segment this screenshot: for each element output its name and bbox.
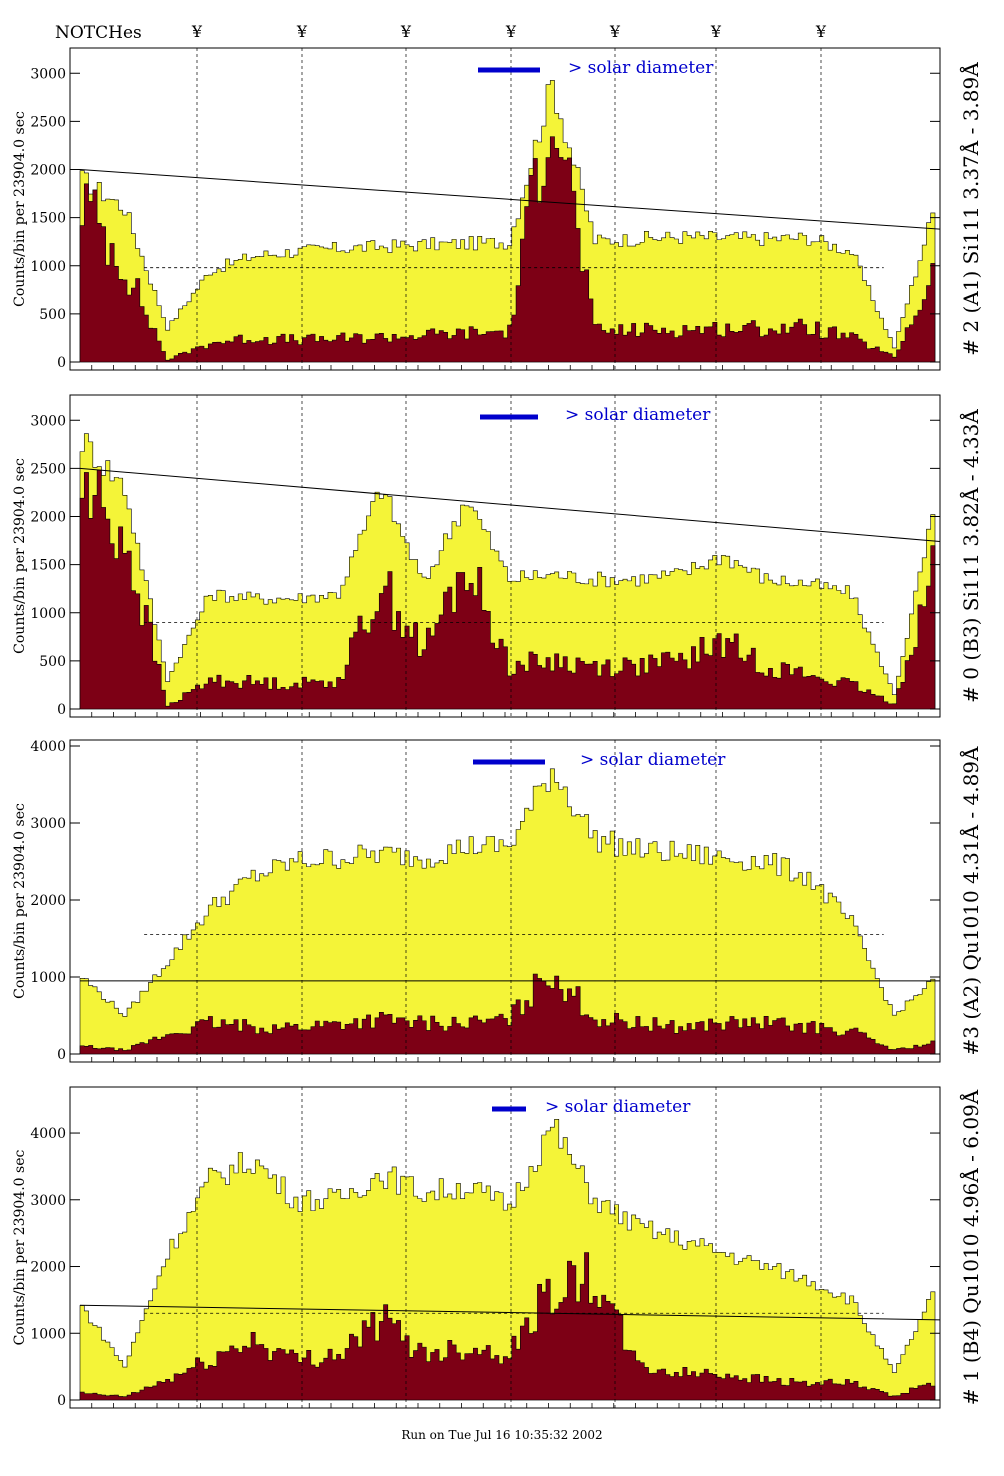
y-tick-label: 0 <box>57 702 66 718</box>
y-tick-label: 4000 <box>30 1126 66 1142</box>
y-tick-label: 1500 <box>30 211 66 227</box>
y-tick-label: 1500 <box>30 558 66 574</box>
panel-right-label: # 0 (B3) Si111 3.82Å - 4.33Å <box>958 409 983 703</box>
y-tick-label: 2500 <box>30 114 66 130</box>
run-footer: Run on Tue Jul 16 10:35:32 2002 <box>401 1428 603 1442</box>
panel-right-label: # 1 (B4) Qu1010 4.96Å - 6.09Å <box>958 1089 983 1405</box>
panel-right-label: #3 (A2) Qu1010 4.31Å - 4.89Å <box>958 746 983 1055</box>
reference-line <box>79 1304 941 1321</box>
y-tick-label: 1000 <box>30 606 66 622</box>
y-tick-label: 2500 <box>30 461 66 477</box>
histogram-total <box>79 768 936 1055</box>
panel-2: 0 500 1000 1500 2000 2500 3000 Counts/bin per 2… <box>12 394 983 718</box>
y-tick-label: 3000 <box>30 1193 66 1209</box>
histogram-background <box>79 1252 936 1401</box>
solar-diameter-label: > solar diameter <box>580 750 726 770</box>
y-tick-label: 2000 <box>30 1260 66 1276</box>
notch-marker-7: ¥ <box>815 22 827 41</box>
solar-diameter-label: > solar diameter <box>568 58 714 78</box>
notches-label: NOTCHes <box>55 23 142 43</box>
reference-line <box>79 169 941 230</box>
y-tick-label: 1000 <box>30 970 66 986</box>
y-tick-label: 0 <box>57 1047 66 1063</box>
y-axis-label: Counts/bin per 23904.0 sec <box>12 111 28 307</box>
y-tick-label: 2000 <box>30 163 66 179</box>
panel-3: 0 1000 2000 3000 4000 Counts/bin per 23904.0 … <box>12 739 983 1063</box>
notch-marker-3: ¥ <box>400 22 412 41</box>
reference-line <box>79 467 941 543</box>
y-tick-label: 4000 <box>30 739 66 755</box>
notch-marker-1: ¥ <box>191 22 203 41</box>
y-axis-label: Counts/bin per 23904.0 sec <box>12 803 28 999</box>
y-tick-label: 500 <box>39 307 66 323</box>
histogram-background <box>79 469 936 710</box>
histogram-total <box>79 80 936 363</box>
y-axis-label: Counts/bin per 23904.0 sec <box>12 1150 28 1346</box>
histogram-total <box>79 1119 936 1401</box>
y-tick-label: 500 <box>39 654 66 670</box>
y-tick-label: 2000 <box>30 510 66 526</box>
notch-markers: ¥ ¥ ¥ ¥ ¥ ¥ ¥ <box>191 22 827 41</box>
y-tick-label: 3000 <box>30 413 66 429</box>
y-tick-label: 2000 <box>30 893 66 909</box>
notch-marker-4: ¥ <box>505 22 517 41</box>
y-tick-label: 3000 <box>30 816 66 832</box>
y-axis-label: Counts/bin per 23904.0 sec <box>12 458 28 654</box>
y-tick-label: 1000 <box>30 1326 66 1342</box>
notch-marker-5: ¥ <box>609 22 621 41</box>
histogram-background <box>79 136 936 363</box>
histogram-background <box>79 973 936 1055</box>
panel-1: 0 500 1000 1500 2000 2500 3000 Counts/bin per 2… <box>12 47 983 371</box>
solar-diameter-label: > solar diameter <box>565 405 711 425</box>
solar-diameter-label: > solar diameter <box>545 1097 691 1117</box>
y-tick-label: 1000 <box>30 259 66 275</box>
y-tick-label: 3000 <box>30 66 66 82</box>
panel-right-label: # 2 (A1) Si111 3.37Å - 3.89Å <box>958 62 983 356</box>
notch-marker-6: ¥ <box>710 22 722 41</box>
y-tick-label: 0 <box>57 355 66 371</box>
notch-marker-2: ¥ <box>296 22 308 41</box>
y-tick-label: 0 <box>57 1393 66 1409</box>
